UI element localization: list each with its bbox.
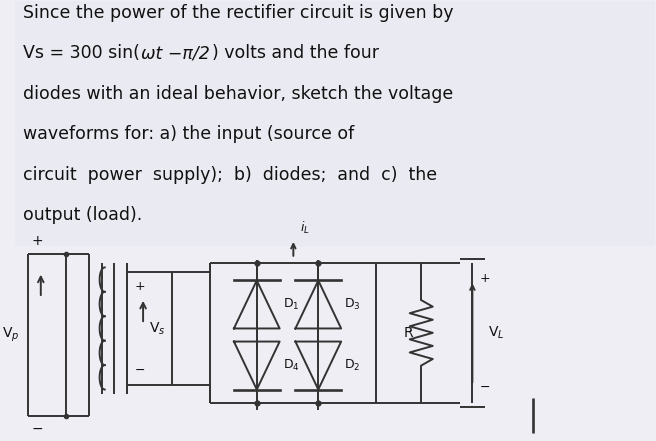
Text: ωt −π/2: ωt −π/2 [141, 44, 210, 62]
Text: R: R [404, 326, 413, 340]
Text: ) volts and the four: ) volts and the four [211, 44, 379, 62]
FancyBboxPatch shape [15, 0, 655, 246]
Text: D$_2$: D$_2$ [344, 358, 361, 373]
Text: circuit  power  supply);  b)  diodes;  and  c)  the: circuit power supply); b) diodes; and c)… [23, 166, 437, 184]
Text: D$_1$: D$_1$ [283, 297, 299, 312]
Text: V$_L$: V$_L$ [488, 325, 505, 341]
Text: V$_p$: V$_p$ [3, 326, 20, 344]
Text: Vs = 300 sin(: Vs = 300 sin( [23, 44, 140, 62]
Text: +: + [480, 272, 491, 285]
Text: +: + [134, 280, 146, 294]
Text: output (load).: output (load). [23, 206, 142, 224]
Text: $i_L$: $i_L$ [300, 220, 310, 236]
Text: V$_s$: V$_s$ [150, 320, 166, 336]
Text: D$_3$: D$_3$ [344, 297, 361, 312]
Text: +: + [31, 234, 43, 248]
Text: diodes with an ideal behavior, sketch the voltage: diodes with an ideal behavior, sketch th… [23, 85, 453, 103]
Text: −: − [31, 422, 43, 436]
Text: Since the power of the rectifier circuit is given by: Since the power of the rectifier circuit… [23, 4, 453, 22]
Text: D$_4$: D$_4$ [283, 358, 300, 373]
Text: −: − [480, 381, 491, 394]
Text: waveforms for: a) the input (source of: waveforms for: a) the input (source of [23, 125, 354, 143]
Text: −: − [134, 363, 145, 377]
